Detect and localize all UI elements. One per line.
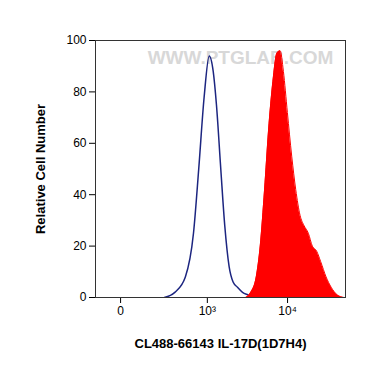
svg-text:10⁴: 10⁴ [278,304,297,318]
svg-text:100: 100 [66,33,86,47]
svg-text:10³: 10³ [199,304,216,318]
svg-text:40: 40 [73,188,87,202]
svg-text:WWW.PTGLAB.COM: WWW.PTGLAB.COM [148,47,334,68]
svg-text:60: 60 [73,136,87,150]
svg-text:0: 0 [80,290,87,304]
svg-text:20: 20 [73,239,87,253]
svg-text:80: 80 [73,85,87,99]
svg-text:0: 0 [117,304,124,318]
svg-text:CL488-66143 IL-17D(1D7H4): CL488-66143 IL-17D(1D7H4) [135,336,307,351]
svg-text:Relative Cell Number: Relative Cell Number [33,104,48,234]
